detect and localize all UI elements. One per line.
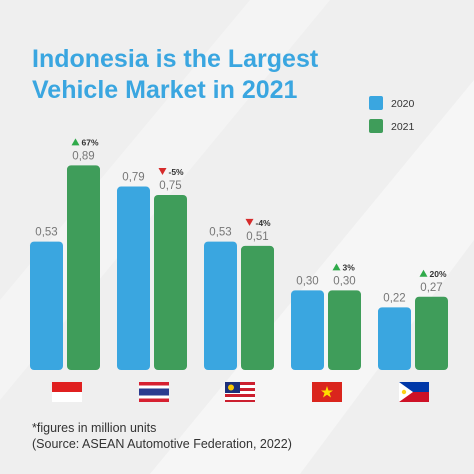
bar <box>117 186 150 370</box>
flag-vietnam <box>312 382 342 402</box>
bar <box>204 241 237 370</box>
up-arrow <box>332 263 341 271</box>
flag-thailand <box>139 382 169 402</box>
up-arrow <box>71 138 80 146</box>
value-label: 0,79 <box>122 172 144 184</box>
change-label: 67% <box>82 137 99 147</box>
change-label: 20% <box>430 269 447 279</box>
bar <box>378 307 411 370</box>
bar <box>328 290 361 370</box>
down-arrow <box>245 218 254 226</box>
value-label: 0,75 <box>159 180 181 192</box>
bar <box>154 195 187 370</box>
change-label: -4% <box>256 218 272 228</box>
value-label: 0,22 <box>383 292 405 304</box>
value-label: 0,51 <box>246 231 268 243</box>
value-label: 0,27 <box>420 282 442 294</box>
bar <box>241 245 274 370</box>
up-arrow <box>419 269 428 277</box>
flag-indonesia <box>52 382 82 402</box>
legend-label: 2021 <box>391 121 415 133</box>
bar <box>67 165 100 370</box>
source-note: (Source: ASEAN Automotive Federation, 20… <box>32 437 292 451</box>
legend-swatch <box>369 96 383 110</box>
legend-swatch <box>369 119 383 133</box>
value-label: 0,89 <box>72 150 94 162</box>
legend-label: 2020 <box>391 98 415 110</box>
flag-malaysia <box>225 382 255 402</box>
value-label: 0,53 <box>35 227 57 239</box>
bar <box>415 296 448 370</box>
value-label: 0,30 <box>296 275 318 287</box>
change-label: 3% <box>343 262 356 272</box>
flag-philippines <box>399 382 429 402</box>
value-label: 0,53 <box>209 227 231 239</box>
chart-title: Indonesia is the Largest Vehicle Market … <box>32 45 319 104</box>
bar <box>291 290 324 370</box>
change-label: -5% <box>169 167 185 177</box>
footnote: *figures in million units <box>32 421 157 435</box>
bar <box>30 241 63 370</box>
value-label: 0,30 <box>333 275 355 287</box>
background-stripe <box>150 80 474 474</box>
down-arrow <box>158 168 167 175</box>
